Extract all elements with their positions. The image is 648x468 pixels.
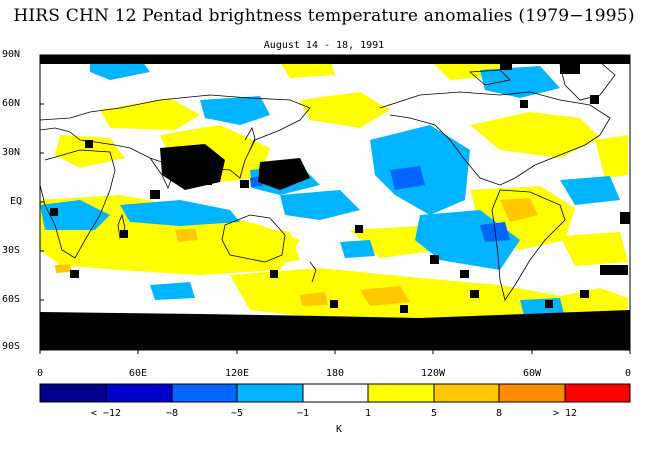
colorbar-label: −5 [230, 408, 244, 419]
x-tick-label: 0 [624, 368, 632, 379]
colorbar-swatch-1 [40, 384, 106, 402]
new-zealand-coast [309, 261, 317, 283]
strong-warm-patches [55, 198, 538, 306]
europe-asia-coast [40, 94, 311, 179]
australia-coast [221, 214, 286, 263]
colorbar-swatch-8 [499, 384, 565, 402]
y-tick-label: 30N [2, 147, 21, 158]
x-tick-label: 180 [325, 368, 345, 379]
colorbar-swatch-4 [237, 384, 303, 402]
y-tick-label: 60N [2, 98, 21, 109]
colorbar-label: −1 [296, 408, 310, 419]
colorbar-swatch-3 [172, 384, 237, 402]
madagascar-coast [117, 213, 126, 240]
colorbar-label: −8 [165, 408, 179, 419]
figure-subtitle: August 14 - 18, 1991 [263, 40, 385, 51]
arctic-islands-coast [469, 69, 511, 86]
y-axis-ticks [40, 54, 44, 350]
greenland-coast [559, 61, 616, 101]
colorbar-frame [39, 383, 631, 403]
japan-coast [244, 127, 256, 151]
x-tick-label: 120W [420, 368, 446, 379]
north-america-coast [379, 91, 611, 186]
x-axis-ticks [39, 350, 631, 354]
x-tick-label: 120E [224, 368, 250, 379]
colorbar-label: > 12 [552, 408, 578, 419]
colorbar-label: 1 [364, 408, 372, 419]
colorbar-swatch-2 [106, 384, 172, 402]
colorbar-label: 5 [430, 408, 438, 419]
x-tick-label: 60W [522, 368, 542, 379]
colorbar [39, 383, 631, 403]
y-tick-label: 60S [2, 294, 21, 305]
y-tick-label: 90S [2, 341, 21, 352]
colorbar-unit: K [336, 424, 343, 435]
south-america-coast [491, 189, 566, 301]
india-coast [149, 157, 186, 190]
colorbar-swatch-9 [565, 384, 630, 402]
africa-coast [40, 149, 116, 259]
y-tick-label: EQ [10, 196, 23, 207]
x-tick-label: 60E [128, 368, 148, 379]
colorbar-swatch-5 [303, 384, 368, 402]
y-tick-label: 30S [2, 245, 21, 256]
x-tick-label: 0 [36, 368, 44, 379]
figure-title: HIRS CHN 12 Pentad brightness temperatur… [13, 6, 635, 26]
coastlines [40, 61, 630, 326]
antarctica-coast [40, 317, 630, 326]
colorbar-label: < −12 [90, 408, 122, 419]
colorbar-swatch-7 [434, 384, 499, 402]
colorbar-swatch-6 [368, 384, 434, 402]
y-tick-label: 90N [2, 49, 21, 60]
colorbar-label: 8 [495, 408, 503, 419]
